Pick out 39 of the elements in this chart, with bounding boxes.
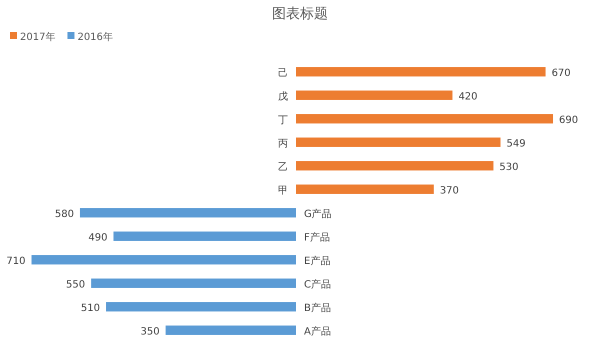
y-tick-label: 甲 (278, 185, 288, 196)
y-tick-label: C产品 (304, 278, 331, 290)
bar (296, 184, 434, 194)
y-tick-label: A产品 (304, 325, 331, 338)
chart-title: 图表标题 (272, 6, 328, 22)
y-tick-label: G产品 (304, 208, 332, 220)
bar (296, 90, 452, 100)
legend-label: 2017年 (20, 31, 56, 43)
data-label: 549 (506, 138, 526, 150)
bar (296, 114, 554, 124)
data-label: 510 (80, 302, 100, 314)
data-label: 420 (458, 91, 478, 102)
data-label: 530 (499, 162, 519, 173)
data-label: 690 (559, 114, 578, 126)
y-tick-label: F产品 (304, 231, 330, 244)
data-label: 490 (88, 232, 108, 244)
bar (32, 255, 296, 264)
data-label: 350 (140, 326, 160, 338)
bar (80, 208, 296, 218)
y-tick-label: 乙 (278, 162, 288, 173)
data-label: 370 (440, 185, 459, 196)
y-tick-label: 丙 (278, 138, 288, 150)
bar (296, 67, 546, 76)
bar (113, 232, 296, 241)
legend-label: 2016年 (77, 31, 113, 43)
y-tick-label: 丁 (278, 114, 288, 126)
data-label: 580 (54, 208, 74, 220)
bar (106, 302, 296, 312)
y-tick-label: B产品 (304, 302, 331, 314)
y-tick-label: E产品 (304, 254, 330, 267)
data-label: 670 (552, 68, 571, 79)
bar (91, 278, 296, 288)
data-label: 550 (66, 279, 86, 290)
y-tick-label: 己 (278, 68, 288, 79)
bar (166, 326, 296, 335)
bar (296, 161, 494, 170)
data-label: 710 (6, 256, 26, 267)
y-tick-label: 戊 (278, 90, 288, 102)
bar (296, 138, 501, 147)
